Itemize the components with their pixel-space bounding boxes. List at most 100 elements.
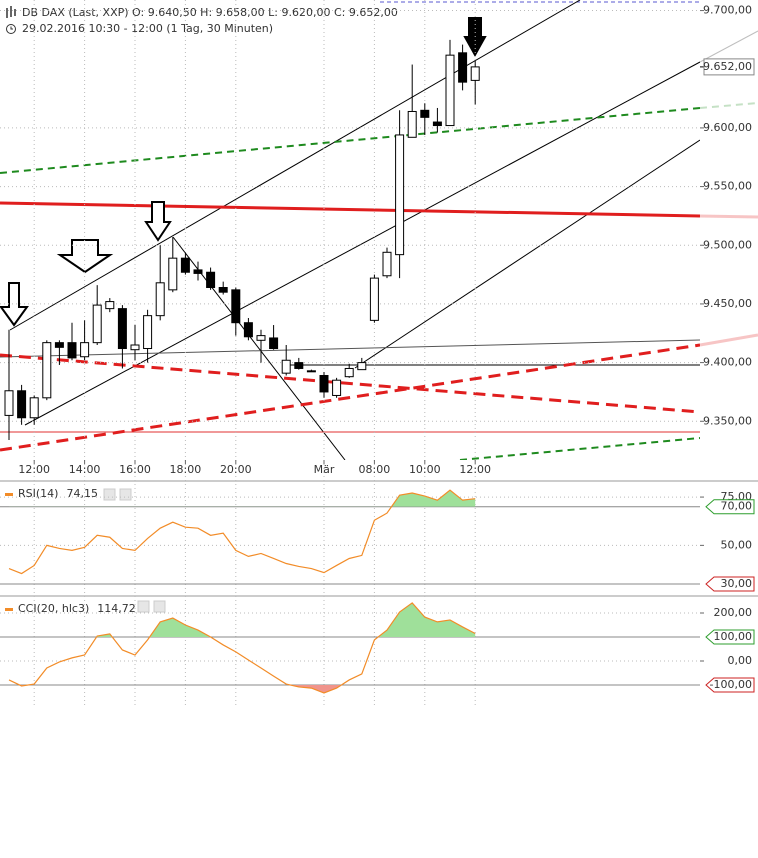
trend-line	[699, 102, 758, 109]
legend-swatch	[5, 608, 13, 611]
x-tick-label: Mär	[314, 463, 335, 476]
chart-title: DB DAX (Last, XXP) O: 9.640,50 H: 9.658,…	[22, 6, 398, 19]
clock-icon	[6, 24, 16, 34]
x-tick-label: 18:00	[170, 463, 202, 476]
y-tick-label: 9.700,00	[703, 4, 752, 17]
candle-body	[281, 359, 291, 374]
chart-icon	[6, 6, 16, 18]
candle-body	[344, 367, 354, 378]
candle-body	[168, 257, 178, 291]
level-label: 70,00	[721, 500, 753, 513]
y-tick-label: 9.550,00	[703, 180, 752, 193]
level-box	[705, 499, 755, 515]
level-box	[705, 629, 755, 645]
indicator-line	[8, 602, 476, 694]
level-label: 30,00	[721, 577, 753, 590]
trend-extensions	[699, 30, 758, 347]
candle-body	[243, 322, 253, 338]
clock-hand	[10, 26, 13, 30]
candle-body	[29, 397, 39, 419]
candle-body	[306, 370, 316, 373]
candle-body	[319, 375, 329, 393]
y-tick-label: 200,00	[714, 606, 753, 619]
trend-line	[459, 437, 700, 460]
candle-body	[357, 362, 367, 371]
candle-body	[193, 269, 203, 274]
y-tick-label: 9.400,00	[703, 356, 752, 369]
header-bg	[0, 4, 380, 36]
candle-body	[80, 342, 90, 358]
x-tick-label: 16:00	[119, 463, 151, 476]
legend-swatch	[5, 493, 13, 496]
settings-icon[interactable]	[137, 600, 150, 613]
close-icon[interactable]	[153, 600, 166, 613]
last-price-box	[703, 58, 755, 76]
trend-line	[0, 353, 700, 414]
candle-body	[432, 121, 442, 127]
candle-body	[92, 304, 102, 344]
candle-body	[130, 344, 140, 351]
candle-body	[143, 315, 153, 350]
settings-icon[interactable]	[103, 488, 116, 501]
close-icon[interactable]	[119, 488, 132, 501]
candle-body	[369, 277, 379, 321]
candle-body	[67, 342, 77, 359]
y-tick-label: 9.600,00	[703, 121, 752, 134]
x-tick-label: 08:00	[359, 463, 391, 476]
y-tick-label: 9.450,00	[703, 297, 752, 310]
legend-name: RSI(14)	[18, 487, 58, 500]
chart-subtitle: 29.02.2016 10:30 - 12:00 (1 Tag, 30 Minu…	[22, 22, 273, 35]
y-tick-label: 0,00	[728, 654, 753, 667]
candle-body	[218, 287, 228, 293]
level-fill	[9, 602, 476, 638]
trend-line	[172, 236, 346, 460]
candle-body	[42, 342, 52, 399]
level-fill	[9, 583, 476, 584]
header: DB DAX (Last, XXP) O: 9.640,50 H: 9.658,…	[0, 4, 398, 36]
level-label: -100,00	[710, 678, 752, 691]
candle-body	[294, 362, 304, 369]
y-tick-label: 9.350,00	[703, 414, 752, 427]
trend-line	[0, 107, 700, 174]
indicator-line	[8, 489, 476, 575]
candle-body	[445, 54, 455, 127]
candle-body	[54, 342, 64, 348]
candle-body	[470, 66, 480, 81]
legend-value: 114,72	[97, 602, 136, 615]
candle-body	[231, 289, 241, 324]
candle-body	[420, 109, 430, 118]
candle-body	[458, 52, 468, 83]
candle-body	[105, 301, 115, 310]
candle-body	[407, 110, 417, 138]
candle-body	[117, 308, 127, 350]
level-label: 100,00	[714, 630, 753, 643]
arrow	[0, 282, 29, 327]
last-price-label: 9.652,00	[703, 60, 752, 73]
candle-body	[332, 379, 342, 396]
trend-line	[0, 343, 700, 452]
candle-body	[269, 337, 279, 350]
trend-line	[9, 0, 581, 331]
trend-line	[0, 339, 700, 358]
trend-line	[354, 139, 700, 369]
candle-body	[4, 390, 14, 416]
trend-line	[24, 61, 700, 426]
y-tick-label: 9.500,00	[703, 238, 752, 251]
level-box	[705, 677, 755, 693]
candle-body	[395, 134, 405, 256]
y-tick-label: 50,00	[721, 538, 753, 551]
candle-body	[206, 271, 216, 289]
x-tick-label: 20:00	[220, 463, 252, 476]
candle-body	[17, 390, 27, 419]
x-tick-label: 14:00	[69, 463, 101, 476]
candle-body	[180, 257, 190, 273]
level-box	[705, 576, 755, 592]
trend-line	[699, 214, 758, 219]
candle-body	[382, 251, 392, 277]
candle-body	[256, 335, 266, 341]
candle-body	[155, 282, 165, 317]
legend-value: 74,15	[66, 487, 98, 500]
